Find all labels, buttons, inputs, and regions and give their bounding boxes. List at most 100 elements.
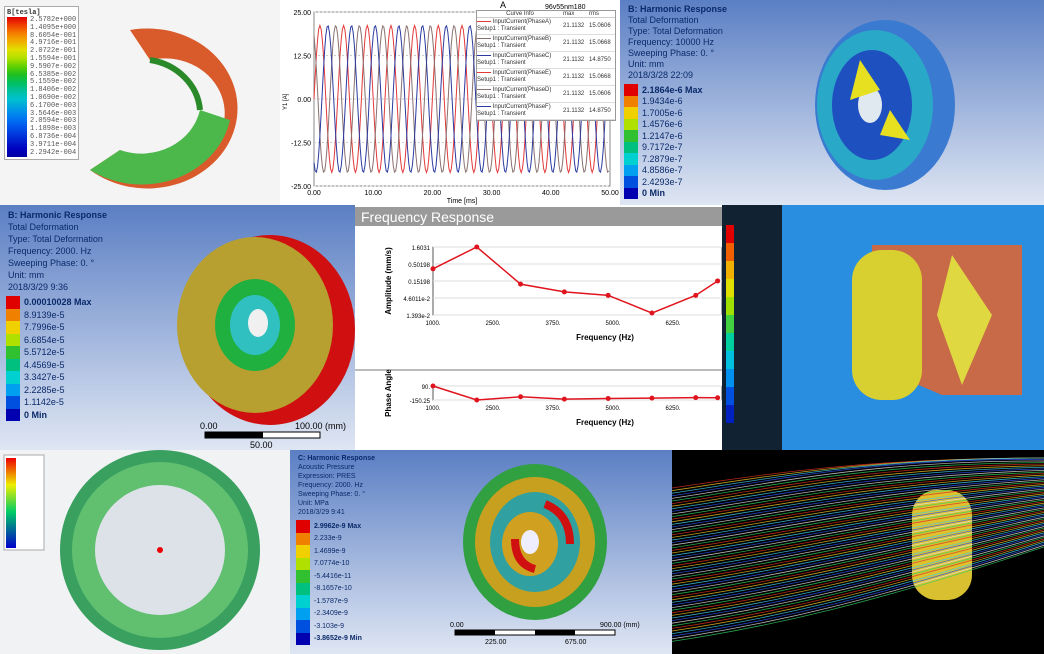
scale-end: 100.00 (mm) [295, 421, 346, 431]
x-tick-label: 20.00 [424, 190, 442, 197]
y-axis-label: Y1 [A] [283, 93, 289, 110]
legend-swatch [6, 321, 20, 334]
result-title: B: Harmonic Response [8, 210, 108, 220]
streamline [672, 484, 1044, 538]
info-line: 2018/3/29 9:41 [298, 509, 345, 516]
x-tick-label: 30.00 [483, 190, 501, 197]
streamline [672, 488, 1044, 546]
legend-value: 4.9716e-001 [30, 39, 77, 48]
streamline [672, 516, 1044, 593]
legend-value: 0.00010028 Max [24, 297, 92, 308]
legend-swatch [726, 225, 734, 234]
y-tick-label: 0.50198 [408, 263, 430, 269]
streamline [672, 485, 1044, 541]
curve-max: 21.1132 [563, 23, 585, 29]
data-point [561, 289, 567, 295]
legend-entry: 2.233e-9 [296, 532, 362, 545]
scale-end: 900.00 (mm) [600, 622, 640, 629]
data-point [430, 266, 436, 272]
legend-entry: 0 Min [624, 187, 703, 199]
legend-entry: 8.9139e-5 [6, 308, 92, 321]
legend-entry: -3.103e-9 [296, 620, 362, 633]
curve-setup: Setup1 : Transient [477, 26, 526, 32]
legend-swatch [624, 164, 638, 176]
legend-swatch [624, 84, 638, 96]
data-point [715, 395, 721, 401]
streamline [672, 465, 1044, 507]
legend-entry: 7.2879e-7 [624, 153, 703, 165]
streamline [672, 540, 1044, 632]
series-line [432, 385, 718, 401]
x-axis-label: Frequency (Hz) [576, 418, 634, 427]
curve-rms: 15.0668 [589, 40, 611, 46]
streamline [672, 494, 1044, 556]
curve-setup: Setup1 : Transient [477, 60, 526, 66]
legend-entry: 2.1864e-6 Max [624, 84, 703, 96]
streamline [672, 470, 1044, 515]
info-line: Acoustic Pressure [298, 464, 355, 471]
streamline [672, 530, 1044, 616]
legend-entry: -3.8652e-9 Min [296, 632, 362, 645]
result-title: B: Harmonic Response [628, 4, 728, 14]
info-line: Frequency: 2000. Hz [8, 246, 92, 256]
legend-value: 0 Min [24, 409, 48, 420]
streamline [672, 513, 1044, 588]
legend-swatch [296, 632, 310, 645]
legend-entry: 5.5712e-5 [6, 346, 92, 359]
streamline [672, 507, 1044, 577]
stator-field-panel [0, 450, 290, 654]
streamline [672, 510, 1044, 582]
streamline [672, 526, 1044, 608]
harmonic-response-panel-2: B: Harmonic Response Total Deformation Typ… [0, 205, 355, 450]
legend-swatch [296, 545, 310, 558]
y-tick-label: 4.6011e-2 [403, 297, 430, 303]
streamline [672, 490, 1044, 549]
data-point [518, 394, 524, 400]
streamline [672, 546, 1044, 642]
legend-value: 1.4095e+000 [30, 23, 77, 32]
legend-value: 3.9711e-004 [30, 140, 77, 149]
legend-swatch [726, 306, 734, 315]
legend-swatch [6, 333, 20, 346]
data-point [518, 281, 524, 287]
legend-value: 1.1898e-003 [30, 125, 77, 134]
streamline [672, 457, 1044, 494]
curve-rms: 14.8750 [589, 108, 611, 114]
chart-title: A [500, 0, 506, 10]
legend-swatch [296, 607, 310, 620]
streamline [672, 533, 1044, 621]
legend-swatch [6, 383, 20, 396]
legend-value: 3.3427e-5 [24, 372, 65, 383]
y-tick-label: 1.393e-2 [406, 314, 430, 320]
x-tick-label: 3750. [545, 406, 560, 412]
info-line: Frequency: 2000. Hz [298, 482, 363, 489]
legend-swatch [296, 520, 310, 533]
streamline [672, 476, 1044, 525]
x-tick-label: 40.00 [542, 190, 560, 197]
legend-swatch [726, 414, 734, 423]
legend-entry: 1.2147e-6 [624, 130, 703, 142]
legend-title: B[tesla] [7, 9, 41, 17]
curve-color-swatch [477, 88, 491, 90]
legend-entry: 1.9434e-6 [624, 95, 703, 107]
y-tick-label: -25.00 [291, 184, 311, 191]
streamline [672, 459, 1044, 497]
legend-swatch [296, 570, 310, 583]
legend-value: 7.0774e-10 [314, 560, 350, 568]
legend-value: -3.103e-9 [314, 622, 344, 630]
legend-value: 2.1864e-6 Max [642, 84, 703, 95]
legend-swatch [296, 582, 310, 595]
legend-value: 1.9434e-6 [642, 96, 683, 107]
streamline [672, 509, 1044, 580]
info-line: Expression: PRES [298, 473, 356, 480]
streamline [672, 501, 1044, 567]
panel-title: Frequency Response [355, 207, 722, 226]
legend-swatch [726, 360, 734, 369]
scale-mid: 50.00 [250, 440, 273, 450]
legend-value: 1.5594e-001 [30, 54, 77, 63]
legend-entry: 1.7005e-6 [624, 107, 703, 119]
legend-swatch [296, 532, 310, 545]
curve-name: InputCurrent(PhaseB) [492, 36, 552, 42]
legend-swatch [624, 118, 638, 130]
streamline [672, 538, 1044, 629]
